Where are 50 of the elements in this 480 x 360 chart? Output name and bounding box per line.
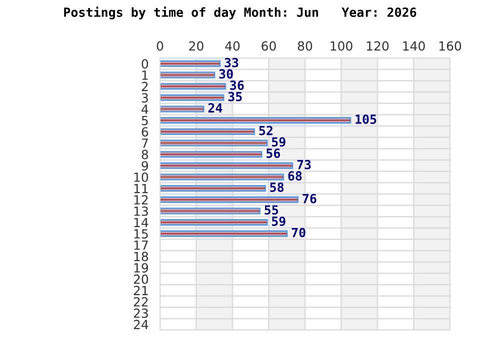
x-tick-label: 80 xyxy=(298,41,312,51)
x-tick-label: 100 xyxy=(330,41,352,51)
y-tick-label: 9 xyxy=(142,161,148,171)
x-tick-label: 120 xyxy=(366,41,389,51)
y-tick-label: 20 xyxy=(134,274,148,284)
data-label: 105 xyxy=(356,114,376,124)
y-tick-label: 7 xyxy=(142,138,148,148)
y-tick-label: 4 xyxy=(142,104,148,114)
y-tick-label: 5 xyxy=(142,116,148,126)
data-label: 58 xyxy=(270,182,284,192)
data-label: 52 xyxy=(259,126,272,136)
y-tick-label: 14 xyxy=(134,218,148,228)
y-tick-label: 0 xyxy=(142,59,148,69)
x-tick-label: 40 xyxy=(225,41,240,51)
y-tick-label: 11 xyxy=(134,184,148,194)
data-label: 73 xyxy=(297,160,311,170)
y-tick-label: 8 xyxy=(142,150,148,160)
data-label: 68 xyxy=(288,171,302,181)
data-label: 35 xyxy=(228,92,242,102)
y-tick-label: 12 xyxy=(134,195,148,204)
y-tick-label: 15 xyxy=(134,229,148,239)
x-tick-label: 60 xyxy=(262,41,276,51)
y-tick-label: 3 xyxy=(142,93,148,103)
y-tick-label: 10 xyxy=(134,172,148,182)
y-tick-label: 19 xyxy=(134,263,148,273)
chart-title: Postings by time of day Month: Jun Year: 2026 xyxy=(64,6,416,20)
x-tick-label: 160 xyxy=(439,41,462,51)
y-tick-label: 2 xyxy=(142,82,148,92)
x-tick-label: 0 xyxy=(156,41,164,51)
data-label: 76 xyxy=(302,194,316,204)
y-tick-label: 1 xyxy=(142,70,148,80)
data-label: 33 xyxy=(224,58,238,68)
data-label: 59 xyxy=(272,137,286,147)
x-tick-label: 140 xyxy=(403,41,425,51)
data-label: 56 xyxy=(266,148,280,158)
y-tick-label: 23 xyxy=(134,308,148,318)
y-tick-label: 18 xyxy=(134,252,148,262)
y-tick-label: 13 xyxy=(134,206,148,216)
y-tick-label: 21 xyxy=(134,286,148,296)
data-label: 24 xyxy=(208,103,222,112)
y-tick-label: 24 xyxy=(134,320,148,330)
y-tick-label: 6 xyxy=(142,127,148,137)
data-label: 70 xyxy=(292,228,306,238)
data-label: 30 xyxy=(219,69,233,79)
data-label: 59 xyxy=(272,216,286,226)
y-tick-label: 17 xyxy=(134,240,148,250)
x-tick-label: 20 xyxy=(189,41,204,51)
data-label: 36 xyxy=(230,80,244,90)
data-label: 55 xyxy=(264,205,278,215)
y-tick-label: 22 xyxy=(134,297,148,306)
